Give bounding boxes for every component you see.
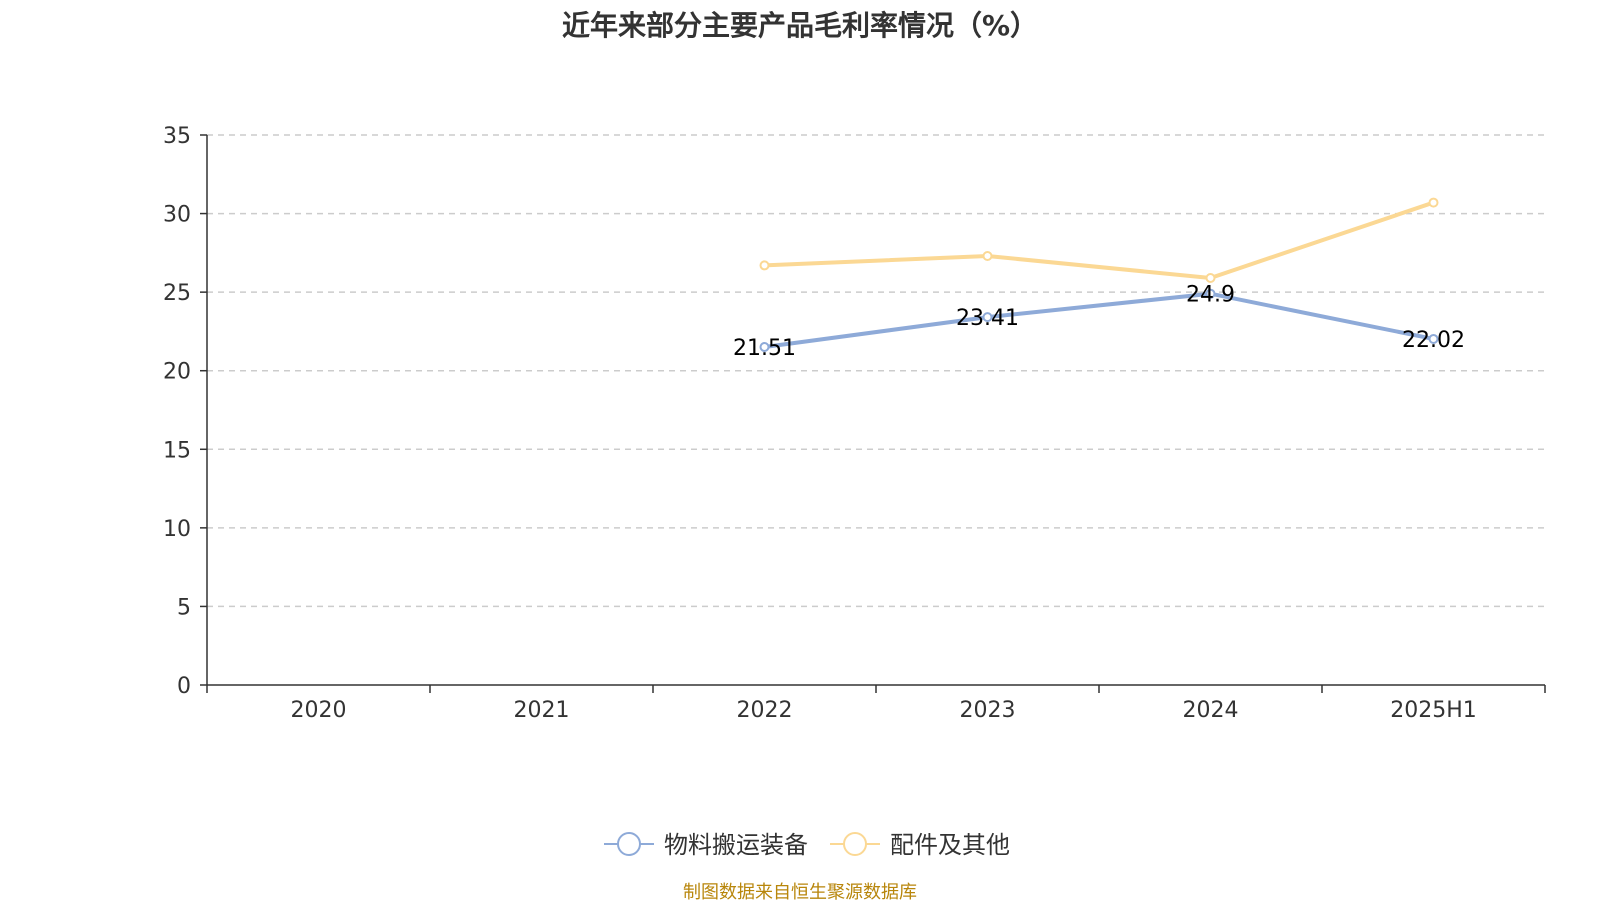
legend-marker-icon [617, 832, 641, 856]
series-lines [759, 197, 1439, 352]
data-label: 24.9 [1186, 283, 1235, 308]
data-point [982, 251, 993, 261]
data-point [982, 312, 993, 323]
y-tick-label: 10 [163, 517, 191, 542]
data-labels: 21.51 23.41 24.9 22.02 [733, 283, 1465, 361]
source-note: 制图数据来自恒生聚源数据库 [683, 882, 917, 903]
axes: 0 5 10 15 20 25 30 35 2020 2021 2022 2023 2024 2025H1 [163, 124, 1546, 723]
y-tick-label: 5 [177, 595, 191, 620]
data-label: 23.41 [956, 306, 1019, 331]
x-tick-label: 2020 [291, 698, 347, 723]
data-point [1205, 288, 1216, 299]
y-tick-label: 25 [163, 281, 191, 306]
data-point [1205, 273, 1216, 283]
data-point [1428, 333, 1439, 344]
data-label: 22.02 [1402, 328, 1465, 353]
x-tick-label: 2024 [1183, 698, 1239, 723]
y-tick-label: 15 [163, 438, 191, 463]
y-tick-label: 35 [163, 124, 191, 149]
legend-label: 配件及其他 [890, 831, 1010, 859]
series-line-1 [764, 291, 1434, 349]
x-tick-label: 2022 [737, 698, 793, 723]
data-point [759, 260, 770, 271]
legend-label: 物料搬运装备 [664, 831, 808, 859]
y-tick-label: 30 [163, 203, 191, 228]
legend-marker-icon [843, 832, 867, 856]
data-point [1428, 197, 1439, 208]
grid-lines [207, 134, 1545, 608]
data-point [759, 341, 770, 352]
series-line-2 [764, 200, 1435, 280]
y-tick-label: 20 [163, 360, 191, 385]
data-label: 21.51 [733, 336, 796, 361]
x-tick-label: 2023 [960, 698, 1016, 723]
x-tick-label: 2025H1 [1390, 698, 1477, 723]
chart-title: 近年来部分主要产品毛利率情况（%） [561, 9, 1039, 42]
y-tick-label: 0 [177, 674, 191, 699]
x-tick-label: 2021 [514, 698, 570, 723]
legend: 物料搬运装备 配件及其他 [604, 831, 1010, 859]
